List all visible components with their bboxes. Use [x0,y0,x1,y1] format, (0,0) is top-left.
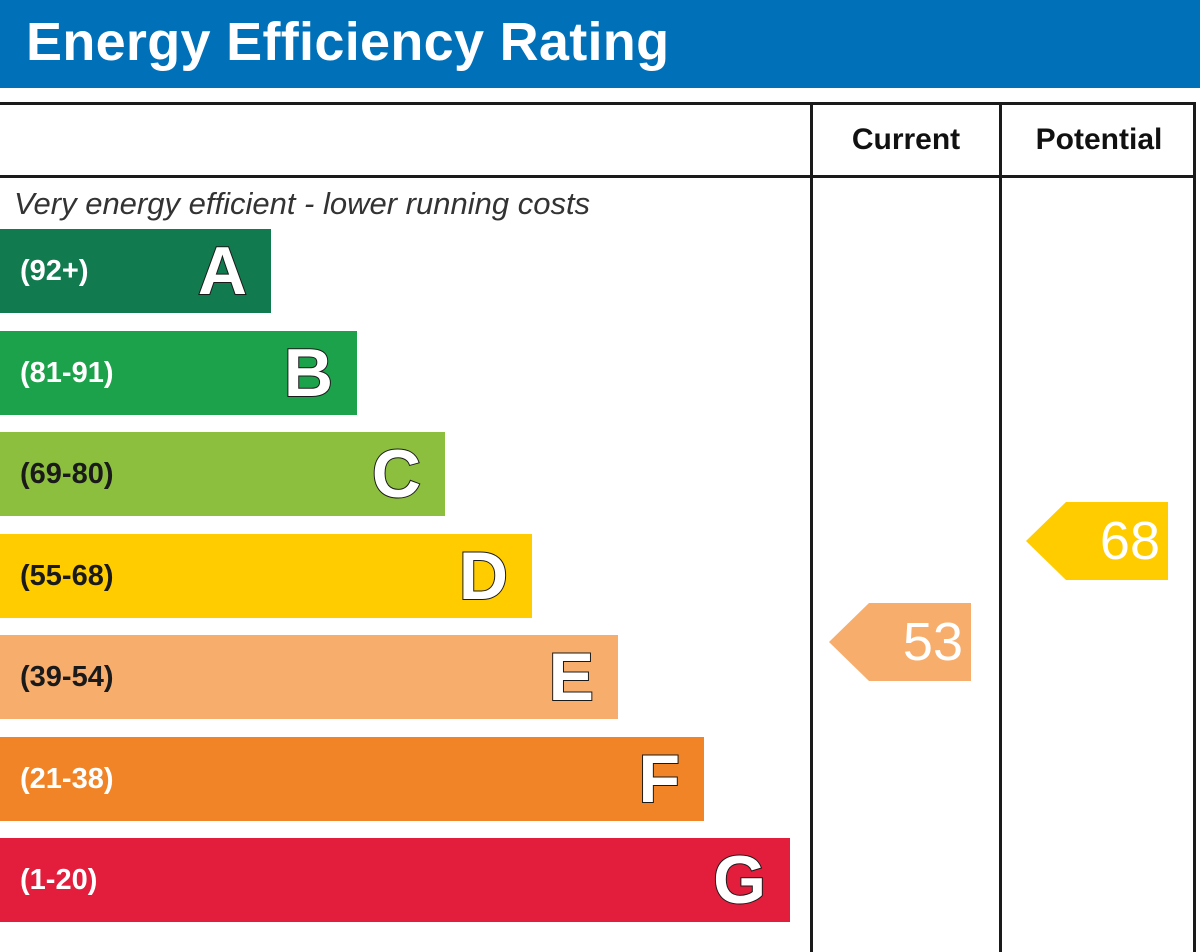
arrow-current: 53 [829,603,971,681]
band-letter-label: B [283,334,334,412]
band-range-label: (81-91) [20,356,114,389]
band-range-label: (92+) [20,255,89,287]
band-letter-label: F [637,740,681,818]
band-letter-label: A [197,232,248,310]
arrow-polygon [1026,501,1168,580]
arrow-shape [829,603,971,681]
column-divider-current [810,102,813,952]
band-letter-label: C [371,435,422,513]
top-note: Very energy efficient - lower running co… [14,186,591,221]
band-b: (81-91) B [0,330,357,415]
column-header-current: Current [851,123,961,156]
header-divider [0,175,1196,178]
band-a: (92+) A [0,229,271,313]
arrow-value-current: 53 [902,612,963,672]
arrow-value-potential: 68 [1099,510,1160,571]
band-range-label: (1-20) [20,864,98,896]
band-f: (21-38) F [0,736,704,821]
column-divider-potential [999,102,1002,952]
column-header-potential: Potential [1035,123,1163,156]
band-range-label: (39-54) [20,661,114,693]
band-range-label: (55-68) [20,559,114,592]
arrow-shape [1026,501,1168,580]
arrow-polygon [829,603,971,681]
arrow-potential: 68 [1026,501,1168,580]
band-e: (39-54) E [0,635,618,719]
band-range-label: (69-80) [20,458,114,490]
band-letter-label: G [712,841,767,919]
band-d: (55-68) D [0,533,532,618]
band-letter-label: D [458,537,509,615]
band-c: (69-80) C [0,432,445,516]
chart-title: Energy Efficiency Rating [26,12,670,72]
chart-frame [0,102,1196,952]
band-letter-label: E [548,638,595,716]
band-g: (1-20) G [0,838,790,922]
title-bar: Energy Efficiency Rating [0,0,1200,88]
band-range-label: (21-38) [20,762,114,795]
